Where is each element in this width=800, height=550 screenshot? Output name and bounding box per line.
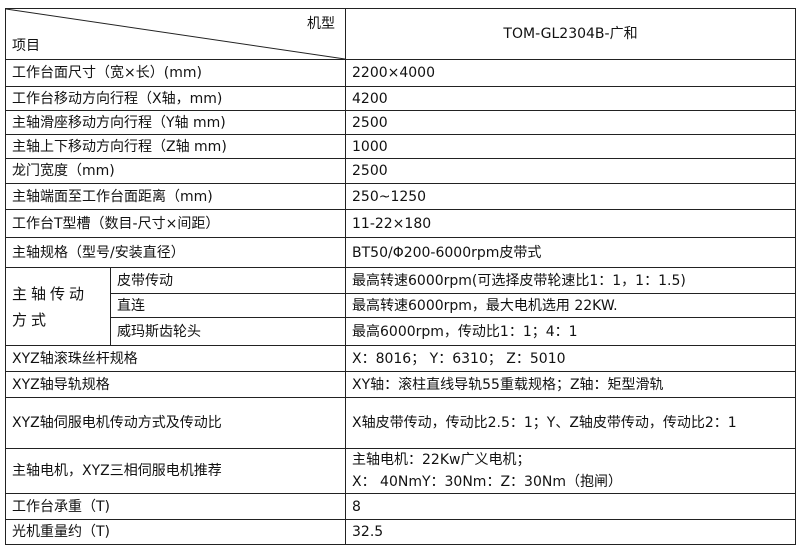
row-label: XYZ轴伺服电机传动方式及传动比 [5, 397, 346, 449]
table-row: 工作台承重（T) 8 [5, 493, 796, 520]
row-value: 主轴电机：22Kw广义电机； X： 40NmY：30Nm：Z：30Nm（抱闸） [345, 448, 796, 494]
row-label: 龙门宽度（mm) [5, 158, 346, 184]
model-name: TOM-GL2304B-广和 [345, 8, 796, 60]
table-row: XYZ轴滚珠丝杆规格 X：8016； Y：6310； Z：5010 [5, 345, 796, 372]
row-sublabel: 威玛斯齿轮头 [110, 317, 346, 346]
value-line: 主轴电机：22Kw广义电机； [352, 452, 531, 468]
row-label: 光机重量约（T) [5, 519, 346, 545]
row-value: BT50/Φ200-6000rpm皮带式 [345, 237, 796, 268]
row-value: X轴皮带传动，传动比2.5：1；Y、Z轴皮带传动，传动比2：1 [345, 397, 796, 449]
row-value: 250~1250 [345, 183, 796, 210]
row-label: 主轴规格（型号/安装直径） [5, 237, 346, 268]
table-row: 主轴电机，XYZ三相伺服电机推荐 主轴电机：22Kw广义电机； X： 40NmY… [5, 448, 796, 494]
table-row: 主轴上下移动方向行程（Z轴 mm) 1000 [5, 134, 796, 159]
row-value: 11-22×180 [345, 209, 796, 238]
table-row: 威玛斯齿轮头 最高6000rpm，传动比1：1；4：1 [6, 317, 796, 346]
row-label: 主轴滑座移动方向行程（Y轴 mm) [5, 110, 346, 135]
row-label: 主轴上下移动方向行程（Z轴 mm) [5, 134, 346, 159]
row-sublabel: 直连 [110, 293, 346, 318]
table-row: 主轴规格（型号/安装直径） BT50/Φ200-6000rpm皮带式 [5, 237, 796, 268]
table-row: 工作台T型槽（数目-尺寸×间距） 11-22×180 [5, 209, 796, 238]
header-diagonal-cell: 机型 项目 [5, 8, 346, 60]
transmission-group-label: 主轴传动方式 [5, 267, 111, 346]
row-value: 2500 [345, 110, 796, 135]
row-value: 1000 [345, 134, 796, 159]
table-row: 光机重量约（T) 32.5 [5, 519, 796, 545]
row-value: X：8016； Y：6310； Z：5010 [345, 345, 796, 372]
row-value: 最高6000rpm，传动比1：1；4：1 [345, 317, 796, 346]
table-row: 龙门宽度（mm) 2500 [5, 158, 796, 184]
table-row: 工作台面尺寸（宽×长）(mm) 2200×4000 [5, 59, 796, 87]
row-label: 工作台T型槽（数目-尺寸×间距） [5, 209, 346, 238]
table-row: 工作台移动方向行程（X轴，mm) 4200 [5, 86, 796, 111]
item-header-label: 项目 [12, 38, 40, 54]
table-row: 主轴传动方式 皮带传动 最高转速6000rpm(可选择皮带轮速比1：1，1：1.… [5, 267, 796, 346]
row-value: XY轴：滚柱直线导轨55重载规格；Z轴：矩型滑轨 [345, 371, 796, 398]
value-line: X： 40NmY：30Nm：Z：30Nm（抱闸） [352, 474, 622, 490]
row-value: 最高转速6000rpm，最大电机选用 22KW. [345, 293, 796, 318]
row-value: 最高转速6000rpm(可选择皮带轮速比1：1，1：1.5) [345, 267, 796, 294]
row-label: XYZ轴导轨规格 [5, 371, 346, 398]
row-label: 工作台移动方向行程（X轴，mm) [5, 86, 346, 111]
row-value: 4200 [345, 86, 796, 111]
table-row: 主轴滑座移动方向行程（Y轴 mm) 2500 [5, 110, 796, 135]
row-label: XYZ轴滚珠丝杆规格 [5, 345, 346, 372]
model-header-label: 机型 [307, 16, 335, 32]
row-value: 8 [345, 493, 796, 520]
row-value: 2200×4000 [345, 59, 796, 87]
diagonal-line [6, 9, 345, 59]
header-row: 机型 项目 TOM-GL2304B-广和 [5, 8, 796, 60]
row-value: 32.5 [345, 519, 796, 545]
row-label: 主轴电机，XYZ三相伺服电机推荐 [5, 448, 346, 494]
row-label: 工作台承重（T) [5, 493, 346, 520]
table-row: 主轴端面至工作台面距离（mm) 250~1250 [5, 183, 796, 210]
row-value: 2500 [345, 158, 796, 184]
row-label: 工作台面尺寸（宽×长）(mm) [5, 59, 346, 87]
table-row: XYZ轴导轨规格 XY轴：滚柱直线导轨55重载规格；Z轴：矩型滑轨 [5, 371, 796, 398]
row-label: 主轴端面至工作台面距离（mm) [5, 183, 346, 210]
spec-table: 机型 项目 TOM-GL2304B-广和 工作台面尺寸（宽×长）(mm) 2200… [5, 8, 796, 545]
row-sublabel: 皮带传动 [110, 267, 346, 294]
table-row: XYZ轴伺服电机传动方式及传动比 X轴皮带传动，传动比2.5：1；Y、Z轴皮带传动… [5, 397, 796, 449]
table-row: 直连 最高转速6000rpm，最大电机选用 22KW. [6, 293, 796, 318]
